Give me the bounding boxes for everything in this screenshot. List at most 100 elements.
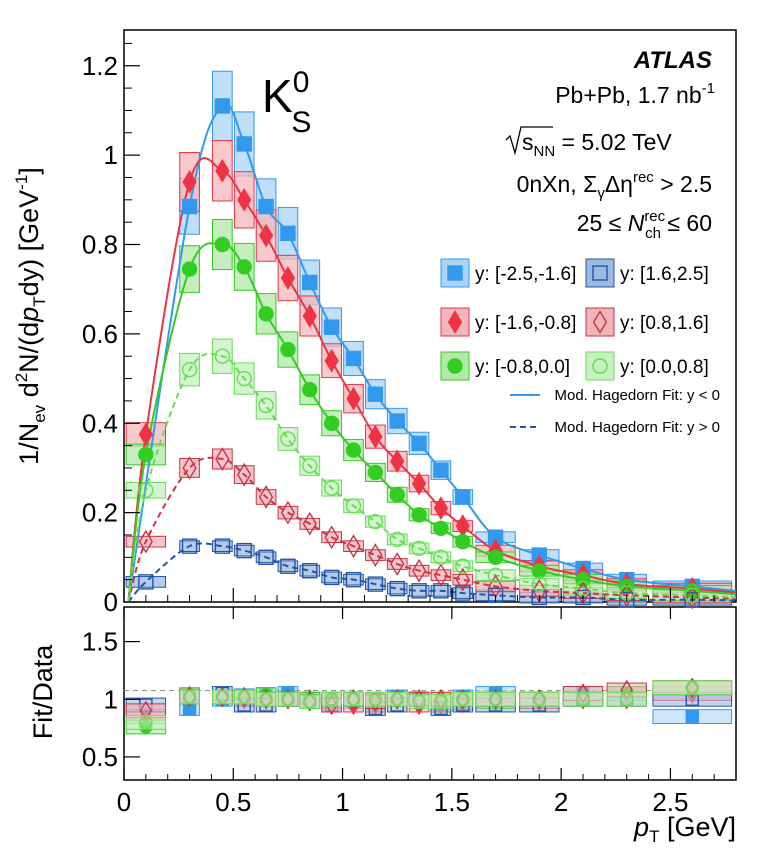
data-point <box>433 496 449 521</box>
ratio-box <box>475 691 516 707</box>
data-point <box>411 507 427 523</box>
data-point <box>280 225 296 242</box>
data-point <box>619 583 634 608</box>
ratio-point <box>434 694 448 709</box>
data-point <box>214 98 231 114</box>
legend: y: [-2.5,-1.6] y: [-1.6,-0.8] y: [-0.8,0.0… <box>440 258 720 436</box>
ratio-box <box>179 689 200 705</box>
y-tick-label: 1 <box>104 140 118 170</box>
data-point <box>324 525 339 550</box>
data-point <box>433 462 449 478</box>
legend-label: y: [-2.5,-1.6] <box>475 264 576 285</box>
syst-box <box>255 391 277 420</box>
ratio-point <box>303 694 317 709</box>
data-point <box>389 580 405 597</box>
ratio-point <box>412 694 426 709</box>
x-tick-label: 2 <box>554 787 568 817</box>
ratio-box <box>386 691 408 707</box>
ratio-box <box>321 691 342 707</box>
data-point <box>345 498 362 514</box>
energy-label: sNN = 5.02 TeV <box>505 126 672 160</box>
data-point <box>236 542 252 559</box>
x-tick-label: 1.5 <box>434 787 470 817</box>
ratio-point <box>215 690 230 704</box>
ratio-point <box>259 692 273 706</box>
data-point <box>455 533 471 550</box>
particle-label: K0 S <box>262 66 311 139</box>
fit-curve <box>127 242 737 603</box>
ratio-box <box>125 714 167 730</box>
data-point <box>487 567 504 583</box>
data-point <box>389 413 405 429</box>
data-point <box>367 576 384 592</box>
data-point <box>323 319 340 335</box>
ratio-point <box>139 715 153 730</box>
data-point <box>181 538 198 554</box>
data-point <box>236 370 252 387</box>
data-point <box>367 386 384 402</box>
data-point <box>302 563 318 579</box>
data-point <box>323 569 340 586</box>
axis-ticks: 0 0.5 1 1.5 2 2.5 0 0.2 0.4 0.6 0.8 1 1.2 0.5 1 1.5 <box>82 42 715 817</box>
data-point <box>214 236 231 253</box>
legend-marker <box>592 358 608 374</box>
data-point <box>346 534 361 559</box>
data-point <box>280 558 296 574</box>
data-point <box>367 513 384 530</box>
ratio-box <box>519 691 560 707</box>
legend-marker <box>592 310 608 334</box>
ratio-y-tick-label: 1 <box>104 684 118 714</box>
x-axis-title: pT [GeV] <box>633 812 736 846</box>
y-tick-label: 0.2 <box>82 498 118 528</box>
syst-box <box>125 576 167 588</box>
data-point <box>390 449 405 474</box>
ratio-point <box>368 692 383 706</box>
data-point <box>531 576 547 592</box>
data-point <box>455 585 471 601</box>
data-point <box>258 198 274 215</box>
data-point <box>433 563 449 588</box>
data-point <box>302 382 318 398</box>
data-point <box>181 198 198 215</box>
nch-label: 25 ≤ Nrec ch ≤ 60 <box>577 208 712 242</box>
data-point <box>455 489 471 505</box>
data-point <box>389 487 405 503</box>
ratio-box <box>606 691 647 707</box>
ratio-y-tick-label: 0.5 <box>82 742 118 772</box>
legend-label: y: [-1.6,-0.8] <box>475 313 576 334</box>
data-point <box>684 587 700 603</box>
data-point <box>368 424 383 449</box>
ratio-box <box>652 680 733 696</box>
ratio-y-tick-label: 1.5 <box>82 627 118 657</box>
data-point <box>280 431 296 447</box>
data-point <box>455 567 470 592</box>
data-point <box>411 540 427 557</box>
data-point <box>258 485 274 509</box>
legend-marker <box>447 265 463 281</box>
experiment-label: ATLAS <box>633 47 712 74</box>
legend-swatch-box <box>585 258 615 288</box>
data-point <box>138 574 154 590</box>
data-point <box>181 261 198 277</box>
ratio-box <box>430 694 452 709</box>
data-point <box>182 170 197 194</box>
ratio-point <box>685 709 699 724</box>
ratio-point <box>685 681 699 695</box>
data-point <box>138 482 154 498</box>
data-point <box>182 456 197 480</box>
data-point <box>302 458 318 474</box>
fit-curve <box>127 157 737 603</box>
syst-box <box>452 573 474 586</box>
y-tick-label: 0.6 <box>82 319 118 349</box>
legend-label: y: [-0.8,0.0] <box>475 357 570 378</box>
data-point <box>323 415 340 431</box>
syst-box <box>365 549 386 561</box>
data-point <box>138 446 154 463</box>
ratio-point <box>324 692 339 706</box>
ratio-point <box>182 690 197 704</box>
y-tick-label: 1.2 <box>82 51 118 81</box>
ratio-box <box>452 691 474 707</box>
x-tick-label: 1 <box>335 787 349 817</box>
data-point <box>455 558 471 574</box>
